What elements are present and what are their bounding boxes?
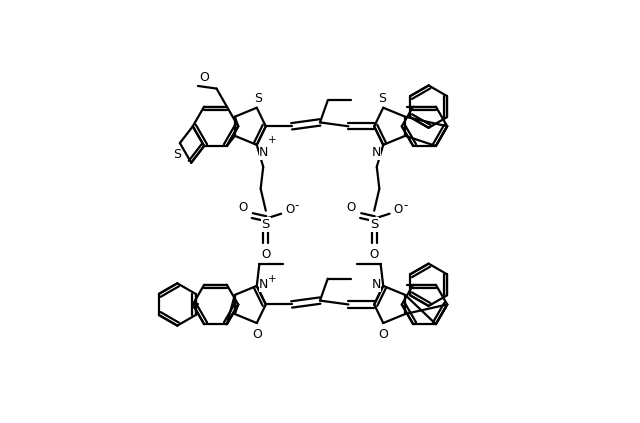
- Text: O: O: [346, 201, 356, 214]
- Text: S: S: [370, 218, 378, 231]
- Text: N: N: [371, 146, 381, 159]
- Text: O: O: [199, 71, 209, 84]
- Text: +: +: [268, 135, 276, 145]
- Text: -: -: [294, 199, 299, 212]
- Text: O: O: [378, 328, 388, 341]
- Text: O: O: [252, 328, 262, 341]
- Text: N: N: [259, 278, 269, 291]
- Text: S: S: [173, 148, 181, 161]
- Text: +: +: [268, 274, 276, 283]
- Text: S: S: [378, 92, 386, 104]
- Text: S: S: [254, 92, 262, 104]
- Text: N: N: [259, 146, 269, 159]
- Text: S: S: [262, 218, 270, 231]
- Text: N: N: [371, 278, 381, 291]
- Text: O: O: [238, 201, 248, 214]
- Text: O: O: [369, 248, 379, 261]
- Text: -: -: [403, 199, 408, 212]
- Text: O: O: [285, 203, 295, 216]
- Text: O: O: [261, 248, 271, 261]
- Text: O: O: [394, 203, 403, 216]
